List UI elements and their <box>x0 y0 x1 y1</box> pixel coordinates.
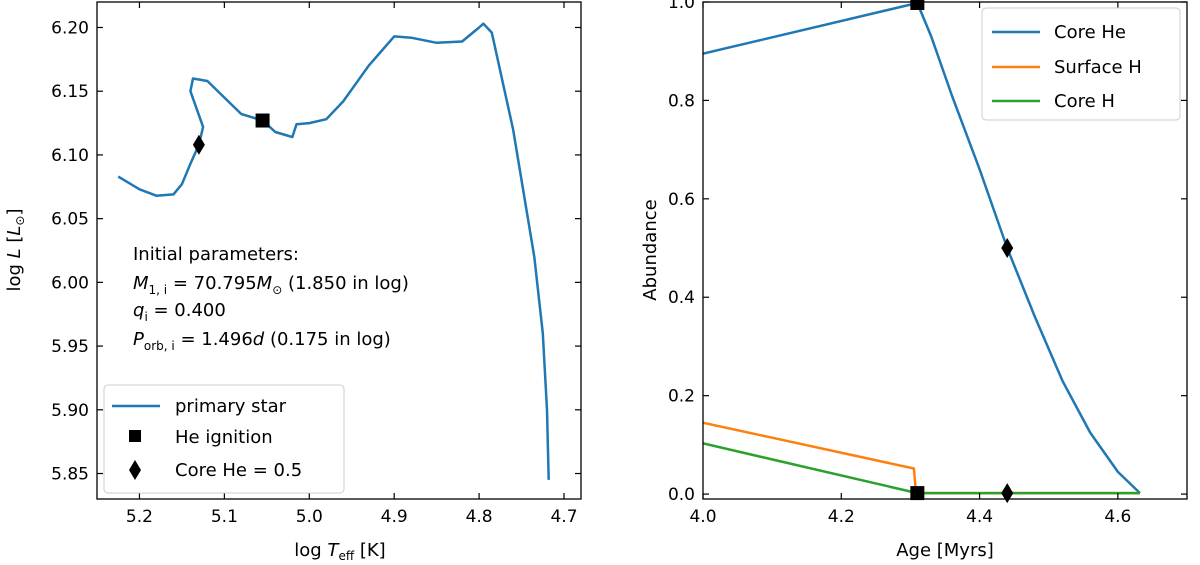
left-ytick-label: 6.00 <box>51 273 89 293</box>
left-xtick-label: 5.2 <box>126 507 153 527</box>
left-ytick-label: 6.05 <box>51 210 89 230</box>
legend-label-primary: primary star <box>175 396 287 417</box>
left-marker-he-ignition <box>255 113 270 128</box>
left-ytick-label: 6.15 <box>51 82 89 102</box>
left-x-ticks: 5.2 5.1 5.0 4.9 4.8 4.7 <box>126 2 578 527</box>
right-marker-core-he-0-5-bottom <box>1001 483 1014 504</box>
left-legend-box <box>103 384 345 494</box>
right-marker-core-he-0-5 <box>1001 238 1014 259</box>
right-panel: 4.0 4.2 4.4 4.6 0.0 0.2 0.4 0.6 0.8 1.0 Age [Myr… <box>640 0 1188 561</box>
left-marker-core-he-0-5 <box>192 134 205 155</box>
right-x-ticks: 4.0 4.2 4.4 4.6 <box>689 2 1131 527</box>
legend-label-core-h: Core H <box>1054 91 1115 112</box>
right-axes-frame <box>702 1 1188 500</box>
right-xtick-label: 4.0 <box>689 507 716 527</box>
right-ytick-label: 0.0 <box>668 485 695 505</box>
left-legend: primary star He ignition Core He = 0.5 <box>103 384 345 494</box>
left-y-ticks: 5.85 5.90 5.95 6.00 6.05 6.10 6.15 6.20 <box>51 18 581 485</box>
right-xtick-label: 4.4 <box>966 507 993 527</box>
legend-label-core-he-right: Core He <box>1054 22 1126 43</box>
left-axes-frame <box>96 1 582 500</box>
left-x-axis-label: log Teff [K] <box>294 540 385 563</box>
right-ytick-label: 0.8 <box>668 91 695 111</box>
annotation-title: Initial parameters: <box>133 244 299 265</box>
legend-diamond-core-he <box>129 460 141 480</box>
left-xtick-label: 4.9 <box>381 507 408 527</box>
right-series-core-h <box>703 442 1140 495</box>
left-xtick-label: 4.7 <box>550 507 577 527</box>
right-markers <box>910 0 1014 504</box>
right-xtick-label: 4.2 <box>828 507 855 527</box>
right-ytick-label: 0.6 <box>668 190 695 210</box>
right-y-axis-label: Abundance <box>640 199 661 300</box>
left-xtick-label: 4.8 <box>466 507 493 527</box>
right-legend: Core He Surface H Core H <box>981 7 1181 121</box>
left-ytick-label: 5.95 <box>51 337 89 357</box>
left-xtick-label: 5.0 <box>296 507 323 527</box>
annotation-q: qi = 0.400 <box>133 300 226 324</box>
right-marker-he-ignition-top <box>910 0 925 10</box>
left-xtick-label: 5.1 <box>211 507 238 527</box>
annotation-porb: Porb, i = 1.496d (0.175 in log) <box>133 329 391 353</box>
right-x-axis-label: Age [Myrs] <box>896 540 994 561</box>
left-panel: 5.2 5.1 5.0 4.9 4.8 4.7 5.85 5.90 5.95 6.00 6.05 6… <box>4 1 582 563</box>
left-ytick-label: 6.10 <box>51 146 89 166</box>
legend-label-surface-h: Surface H <box>1054 57 1142 78</box>
left-ytick-label: 5.85 <box>51 465 89 485</box>
initial-parameters-annotation: Initial parameters: M1, i = 70.795M⊙ (1.… <box>133 244 409 353</box>
legend-label-core-he: Core He = 0.5 <box>175 460 302 481</box>
left-ytick-label: 6.20 <box>51 18 89 38</box>
annotation-mass: M1, i = 70.795M⊙ (1.850 in log) <box>133 273 409 297</box>
left-ytick-label: 5.90 <box>51 401 89 421</box>
right-y-ticks: 0.0 0.2 0.4 0.6 0.8 1.0 <box>668 0 1187 505</box>
right-ytick-label: 1.0 <box>668 0 695 13</box>
right-legend-box <box>981 7 1181 121</box>
legend-label-he-ignition: He ignition <box>175 427 273 448</box>
right-ytick-label: 0.2 <box>668 387 695 407</box>
left-series-primary-star <box>117 22 550 480</box>
left-plot-area <box>117 22 550 480</box>
right-xtick-label: 4.6 <box>1104 507 1131 527</box>
left-y-axis-label: log L [L⊙] <box>4 208 27 291</box>
right-marker-he-ignition-bottom <box>910 486 925 501</box>
right-ytick-label: 0.4 <box>668 288 695 308</box>
legend-square-he-ignition <box>129 430 141 442</box>
